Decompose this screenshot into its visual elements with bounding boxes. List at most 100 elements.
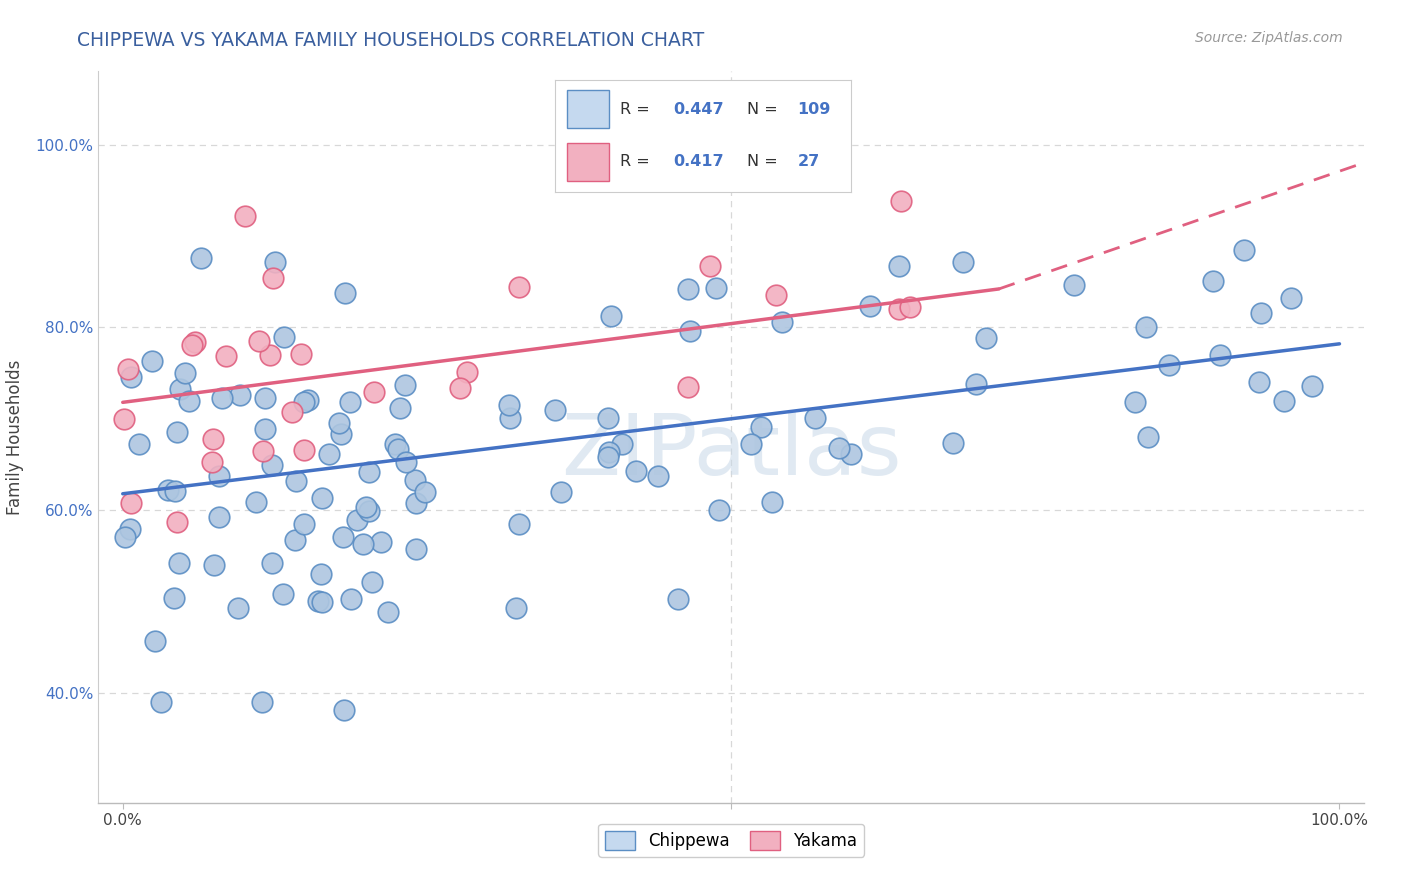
Point — [828, 442, 851, 456]
Point — [143, 633, 166, 648]
Point — [1272, 394, 1295, 409]
Point — [804, 411, 827, 425]
Point — [330, 427, 353, 442]
Point — [150, 695, 173, 709]
Point — [141, 354, 163, 368]
Point — [328, 416, 350, 430]
Text: ZIPatlas: ZIPatlas — [561, 410, 901, 493]
Point — [211, 392, 233, 406]
Point — [360, 575, 382, 590]
Point — [965, 376, 987, 391]
Point — [163, 591, 186, 605]
Point — [387, 442, 409, 457]
Point — [952, 255, 974, 269]
Point — [647, 469, 669, 483]
Point — [307, 594, 329, 608]
Point — [1209, 348, 1232, 362]
Point — [114, 531, 136, 545]
Point — [284, 533, 307, 548]
Point — [252, 443, 274, 458]
Text: R =: R = — [620, 102, 650, 117]
Point — [676, 282, 699, 296]
Point — [974, 331, 997, 345]
Point — [271, 587, 294, 601]
Point — [259, 347, 281, 361]
Point — [377, 605, 399, 619]
Point — [363, 385, 385, 400]
Point — [235, 209, 257, 223]
Point — [749, 420, 772, 434]
Point — [292, 442, 315, 457]
Point — [112, 412, 135, 426]
Point — [1063, 278, 1085, 293]
Point — [394, 455, 416, 469]
Point — [505, 601, 527, 615]
Point — [311, 491, 333, 505]
Point — [333, 703, 356, 717]
Point — [290, 346, 312, 360]
Point — [890, 194, 912, 208]
Point — [404, 474, 426, 488]
Text: 27: 27 — [797, 154, 820, 169]
Point — [599, 309, 621, 323]
Point — [245, 495, 267, 509]
Point — [157, 483, 180, 497]
Point — [292, 516, 315, 531]
FancyBboxPatch shape — [567, 143, 609, 180]
Point — [333, 286, 356, 301]
Point — [449, 381, 471, 395]
Point — [228, 388, 250, 402]
Point — [262, 271, 284, 285]
Point — [1233, 243, 1256, 257]
Point — [169, 382, 191, 396]
Point — [128, 436, 150, 450]
Point — [292, 394, 315, 409]
Point — [887, 301, 910, 316]
Point — [262, 556, 284, 570]
Point — [942, 435, 965, 450]
Text: CHIPPEWA VS YAKAMA FAMILY HOUSEHOLDS CORRELATION CHART: CHIPPEWA VS YAKAMA FAMILY HOUSEHOLDS COR… — [77, 31, 704, 50]
Point — [252, 695, 274, 709]
Point — [120, 495, 142, 509]
Point — [201, 432, 224, 446]
Point — [297, 393, 319, 408]
Point — [1279, 291, 1302, 305]
Point — [273, 329, 295, 343]
Text: 0.417: 0.417 — [673, 154, 724, 169]
Text: N =: N = — [748, 102, 778, 117]
Point — [596, 411, 619, 425]
Point — [676, 380, 699, 394]
Point — [498, 398, 520, 412]
Point — [346, 513, 368, 527]
Point — [898, 300, 921, 314]
Point — [1301, 379, 1323, 393]
Point — [550, 485, 572, 500]
Point — [889, 259, 911, 273]
Point — [359, 465, 381, 479]
Point — [1159, 359, 1181, 373]
Point — [1250, 305, 1272, 319]
Point — [456, 365, 478, 379]
Point — [215, 349, 238, 363]
Point — [596, 450, 619, 464]
Point — [184, 334, 207, 349]
Point — [626, 464, 648, 478]
Point — [388, 401, 411, 416]
Point — [166, 425, 188, 440]
Point — [202, 558, 225, 572]
Point — [247, 334, 270, 348]
Point — [120, 522, 142, 536]
Point — [405, 496, 427, 510]
Point — [1137, 430, 1160, 444]
Point — [859, 299, 882, 313]
Point — [260, 458, 283, 473]
Point — [284, 475, 307, 489]
Point — [180, 337, 202, 351]
Point — [704, 281, 727, 295]
Point — [405, 542, 427, 557]
Point — [174, 366, 197, 380]
FancyBboxPatch shape — [567, 90, 609, 128]
Point — [254, 422, 277, 436]
Point — [498, 410, 520, 425]
Point — [264, 254, 287, 268]
